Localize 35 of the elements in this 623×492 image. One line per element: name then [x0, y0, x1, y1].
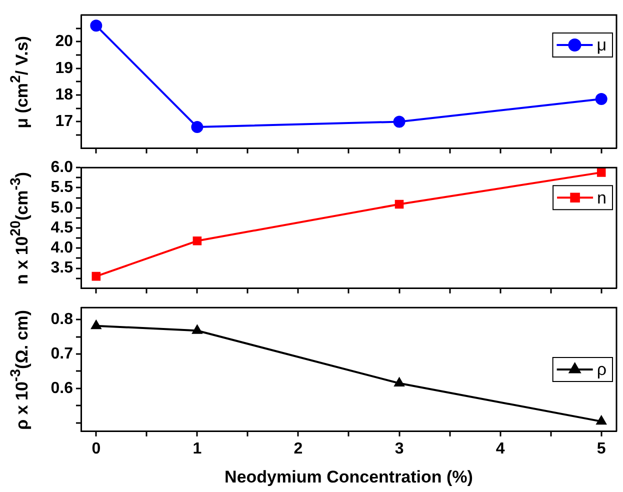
x-tick-label: 3 — [394, 440, 404, 458]
point — [191, 121, 204, 134]
x-tick-label: 2 — [294, 440, 303, 458]
y-tick-label: 4.5 — [50, 219, 74, 236]
legend-label: ρ — [596, 360, 606, 380]
point — [596, 415, 607, 425]
x-tick-label: 4 — [496, 440, 505, 458]
x-axis-title: Neodymium Concentration (%) — [224, 467, 473, 486]
x-tick-label: 0 — [92, 440, 101, 458]
point — [394, 377, 405, 387]
y-tick-label: 4.0 — [50, 240, 74, 257]
y-tick-label: 5.5 — [50, 179, 74, 196]
y-tick-label: 18 — [55, 86, 74, 104]
x-tick-label: 5 — [596, 440, 606, 458]
legend-label: n — [597, 188, 607, 208]
x-tick-label: 1 — [192, 440, 202, 458]
point — [90, 320, 102, 330]
y-tick-label: 0.6 — [50, 380, 74, 397]
y-tick-label: 0.8 — [50, 311, 74, 328]
point — [596, 168, 606, 177]
y-tick-label: 0.7 — [50, 345, 74, 362]
y-tick-label: 19 — [55, 60, 74, 77]
y-tick-label: 5.0 — [50, 199, 74, 216]
point — [393, 116, 406, 128]
y-tick-label: 3.5 — [50, 260, 74, 277]
point — [90, 20, 102, 32]
point — [192, 324, 202, 334]
legend-label: μ — [596, 36, 606, 55]
y-tick-label: 20 — [55, 33, 74, 50]
y-tick-label: 17 — [55, 113, 74, 130]
point — [595, 93, 608, 106]
y-tick-label: 6.0 — [50, 159, 74, 176]
point — [92, 272, 101, 281]
point — [394, 200, 404, 209]
point — [192, 236, 202, 246]
